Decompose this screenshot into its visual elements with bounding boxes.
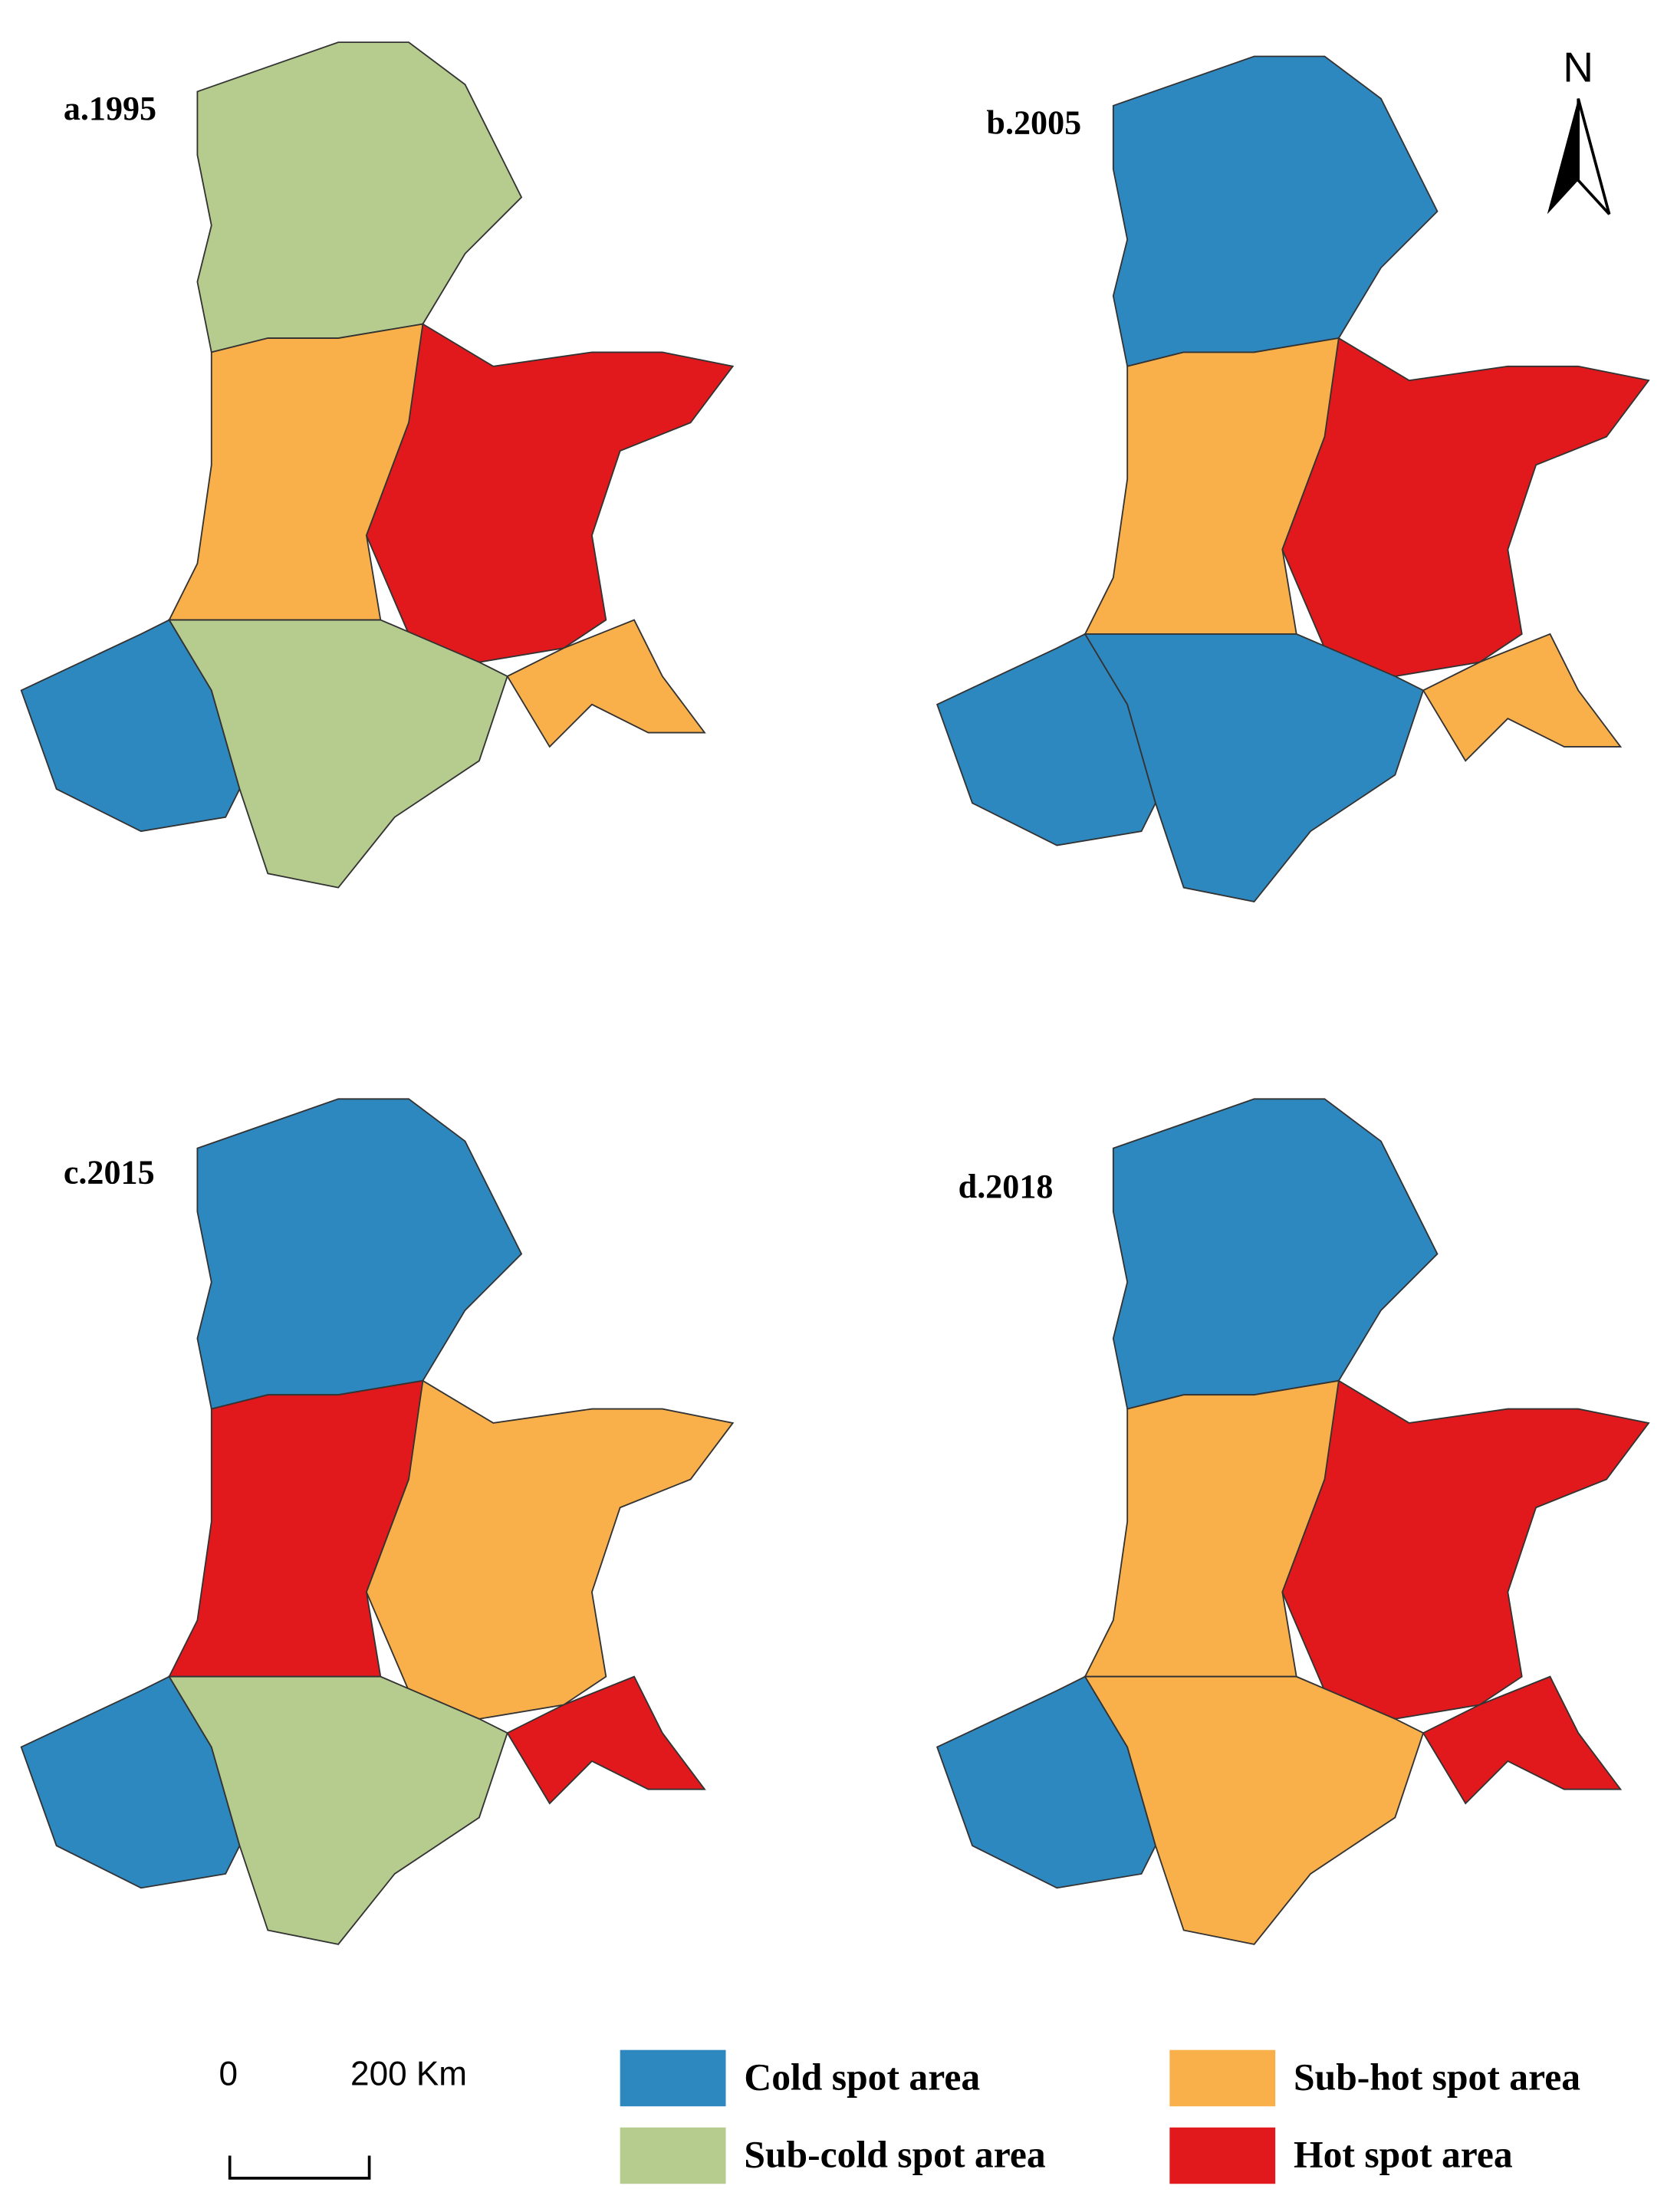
arrow-left — [1547, 98, 1579, 215]
legend-label: Sub-hot spot area — [1294, 2056, 1580, 2098]
legend-label: Cold spot area — [744, 2056, 980, 2098]
legend-label: Hot spot area — [1294, 2134, 1513, 2176]
region — [196, 41, 523, 353]
region — [196, 1098, 523, 1410]
region — [1083, 1675, 1425, 1945]
panel-label: a.1995 — [64, 90, 156, 127]
region — [365, 1379, 735, 1720]
panel-label: c.2015 — [64, 1154, 155, 1191]
legend-swatch — [1169, 2127, 1276, 2184]
arrow-right — [1577, 98, 1611, 215]
map-panel — [20, 1098, 735, 1945]
region — [1083, 633, 1425, 903]
region — [1112, 55, 1439, 367]
map-panel — [20, 41, 735, 889]
scale-end: 200 Km — [350, 2056, 467, 2093]
north-arrow: N — [1547, 44, 1611, 215]
panel-label: d.2018 — [959, 1168, 1054, 1205]
scale-line — [228, 2155, 371, 2180]
legend-label: Sub-cold spot area — [744, 2134, 1045, 2176]
panel-label: b.2005 — [986, 104, 1081, 142]
region — [1422, 1675, 1623, 1805]
region — [1422, 633, 1623, 762]
scale-bar: 0 200 Km — [219, 2056, 467, 2180]
legend-swatch — [620, 2049, 726, 2107]
region — [1281, 337, 1650, 677]
region — [1112, 1098, 1439, 1410]
region — [1281, 1379, 1650, 1720]
scale-start: 0 — [219, 2056, 238, 2093]
map-panel — [936, 1098, 1650, 1945]
north-label: N — [1563, 44, 1593, 91]
legend-swatch — [620, 2127, 726, 2184]
region — [365, 323, 735, 663]
map-panel — [936, 55, 1650, 903]
region — [506, 1675, 706, 1805]
legend-swatch — [1169, 2049, 1276, 2107]
region — [168, 1675, 508, 1945]
region — [506, 619, 706, 748]
region — [168, 619, 508, 889]
